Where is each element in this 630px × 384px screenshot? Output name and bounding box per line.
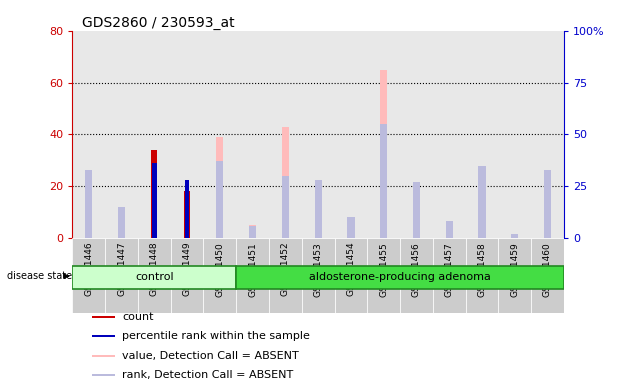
Text: GSM211447: GSM211447 bbox=[117, 242, 126, 296]
Bar bbox=[367, 31, 400, 238]
Bar bbox=[92, 335, 115, 338]
Text: GSM211450: GSM211450 bbox=[215, 242, 224, 296]
Text: control: control bbox=[135, 272, 174, 283]
Bar bbox=[531, 238, 564, 313]
Bar bbox=[445, 225, 453, 238]
Bar bbox=[216, 161, 224, 238]
Text: disease state: disease state bbox=[8, 271, 72, 281]
Bar bbox=[72, 238, 105, 313]
Bar bbox=[466, 238, 498, 313]
Text: GSM211452: GSM211452 bbox=[281, 242, 290, 296]
Bar bbox=[184, 191, 190, 238]
Bar bbox=[347, 228, 355, 238]
Text: GSM211460: GSM211460 bbox=[543, 242, 552, 296]
Text: GSM211453: GSM211453 bbox=[314, 242, 323, 296]
Text: GSM211446: GSM211446 bbox=[84, 242, 93, 296]
Bar bbox=[171, 31, 203, 238]
Bar bbox=[314, 228, 322, 238]
Bar bbox=[152, 164, 157, 238]
Bar bbox=[105, 31, 138, 238]
Bar bbox=[511, 234, 518, 238]
Bar bbox=[236, 31, 269, 238]
Bar bbox=[314, 180, 322, 238]
Text: GSM211459: GSM211459 bbox=[510, 242, 519, 296]
Bar bbox=[92, 374, 115, 376]
Bar bbox=[203, 238, 236, 313]
Bar bbox=[380, 70, 387, 238]
Bar bbox=[511, 235, 518, 238]
Bar bbox=[249, 226, 256, 238]
Bar bbox=[203, 31, 236, 238]
Text: aldosterone-producing adenoma: aldosterone-producing adenoma bbox=[309, 272, 491, 283]
Bar bbox=[302, 238, 335, 313]
Bar bbox=[85, 170, 93, 238]
Bar bbox=[105, 238, 138, 313]
Bar bbox=[138, 238, 171, 313]
Bar bbox=[433, 238, 466, 313]
Bar bbox=[413, 197, 420, 238]
Text: GSM211451: GSM211451 bbox=[248, 242, 257, 296]
Bar bbox=[466, 31, 498, 238]
Bar bbox=[85, 173, 93, 238]
Text: GDS2860 / 230593_at: GDS2860 / 230593_at bbox=[83, 16, 235, 30]
Bar bbox=[185, 180, 190, 238]
Bar bbox=[498, 31, 531, 238]
Text: GSM211458: GSM211458 bbox=[478, 242, 486, 296]
Bar bbox=[72, 266, 236, 289]
Text: rank, Detection Call = ABSENT: rank, Detection Call = ABSENT bbox=[122, 370, 294, 380]
Bar bbox=[249, 225, 256, 238]
Text: GSM211457: GSM211457 bbox=[445, 242, 454, 296]
Bar bbox=[171, 238, 203, 313]
Bar bbox=[92, 354, 115, 357]
Bar bbox=[118, 207, 125, 238]
Bar bbox=[335, 238, 367, 313]
Bar bbox=[335, 31, 367, 238]
Bar bbox=[151, 150, 158, 238]
Bar bbox=[544, 170, 551, 238]
Bar bbox=[269, 238, 302, 313]
Bar bbox=[478, 168, 486, 238]
Bar bbox=[478, 166, 486, 238]
Bar bbox=[302, 31, 335, 238]
Bar bbox=[138, 31, 171, 238]
Bar bbox=[380, 124, 387, 238]
Bar bbox=[216, 137, 224, 238]
Text: GSM211448: GSM211448 bbox=[150, 242, 159, 296]
Bar bbox=[236, 266, 564, 289]
Bar bbox=[400, 238, 433, 313]
Bar bbox=[282, 127, 289, 238]
Text: GSM211454: GSM211454 bbox=[346, 242, 355, 296]
Text: value, Detection Call = ABSENT: value, Detection Call = ABSENT bbox=[122, 351, 299, 361]
Text: GSM211449: GSM211449 bbox=[183, 242, 192, 296]
Bar bbox=[445, 222, 453, 238]
Bar bbox=[72, 31, 105, 238]
Bar bbox=[367, 238, 400, 313]
Bar bbox=[433, 31, 466, 238]
Bar bbox=[92, 316, 115, 318]
Text: percentile rank within the sample: percentile rank within the sample bbox=[122, 331, 310, 341]
Bar bbox=[400, 31, 433, 238]
Bar bbox=[531, 31, 564, 238]
Text: GSM211455: GSM211455 bbox=[379, 242, 388, 296]
Bar bbox=[236, 238, 269, 313]
Text: GSM211456: GSM211456 bbox=[412, 242, 421, 296]
Bar bbox=[413, 182, 420, 238]
Text: count: count bbox=[122, 312, 154, 322]
Bar bbox=[269, 31, 302, 238]
Bar bbox=[544, 181, 551, 238]
Bar bbox=[347, 217, 355, 238]
Bar bbox=[498, 238, 531, 313]
Bar bbox=[118, 230, 125, 238]
Bar bbox=[282, 176, 289, 238]
